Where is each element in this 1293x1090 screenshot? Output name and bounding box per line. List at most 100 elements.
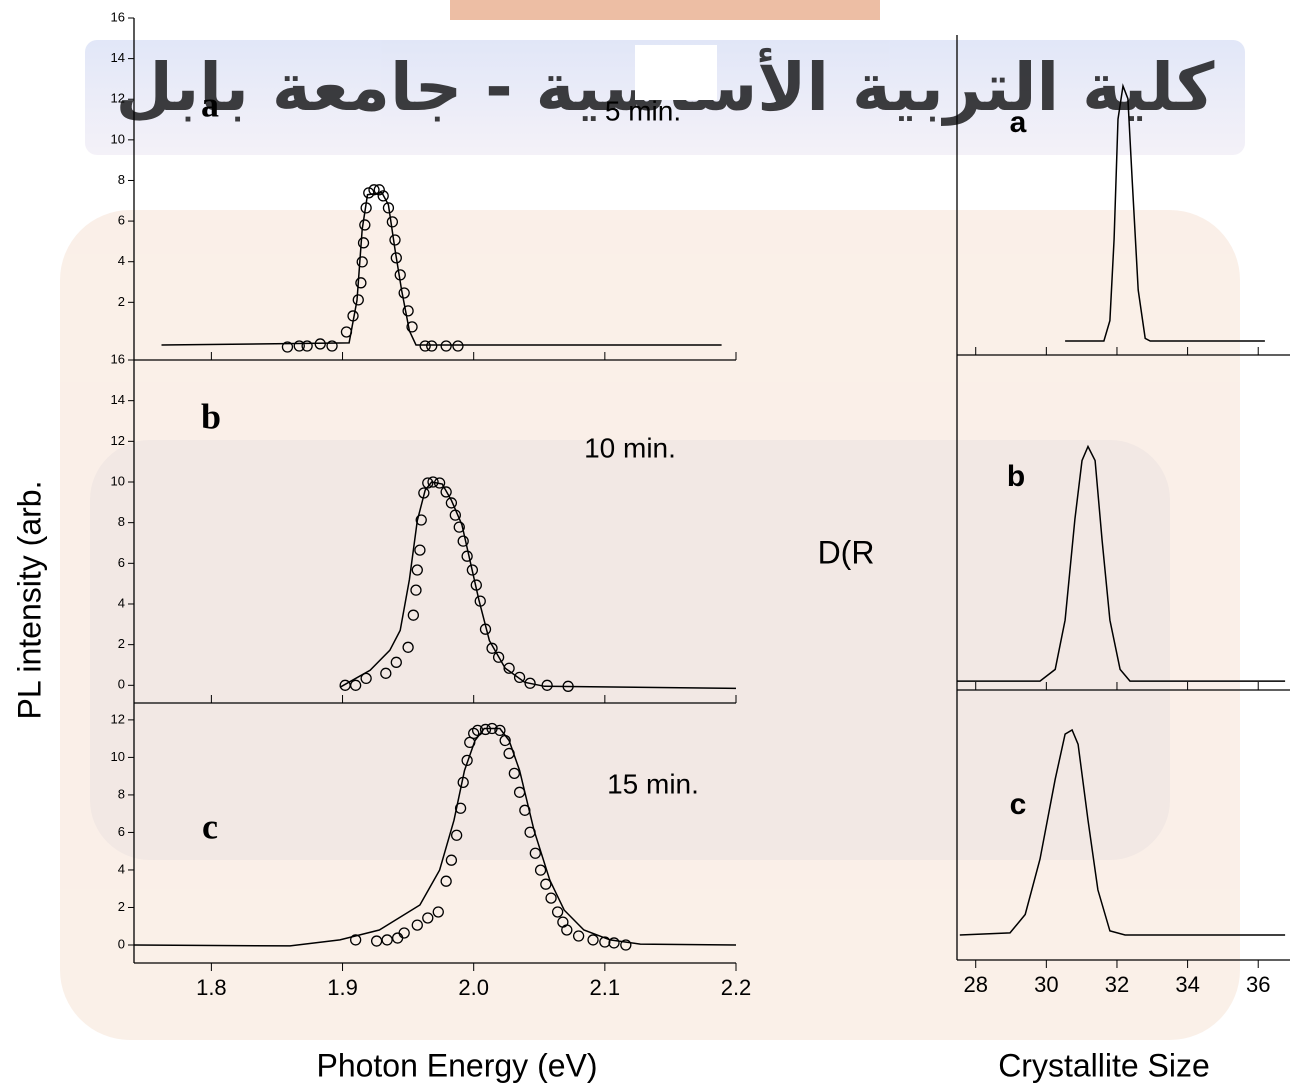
y-tick-label: 6 bbox=[118, 213, 125, 228]
x-tick-label: 1.9 bbox=[327, 975, 358, 1000]
data-point bbox=[492, 651, 505, 663]
data-point bbox=[398, 927, 410, 939]
data-point bbox=[457, 776, 469, 789]
data-point bbox=[599, 936, 611, 948]
data-point bbox=[445, 854, 458, 866]
x-axis-label: Photon Energy (eV) bbox=[316, 1047, 597, 1083]
y-tick-label: 12 bbox=[111, 91, 125, 106]
fit-line bbox=[1065, 83, 1265, 342]
data-point bbox=[380, 667, 392, 679]
data-point bbox=[508, 767, 520, 779]
data-point bbox=[562, 680, 574, 692]
data-point bbox=[326, 340, 338, 352]
y-tick-label: 8 bbox=[118, 172, 125, 187]
data-point bbox=[377, 190, 389, 202]
data-point bbox=[440, 486, 452, 498]
data-point bbox=[422, 912, 434, 924]
data-point bbox=[293, 340, 305, 352]
annotation: 10 min. bbox=[584, 432, 676, 463]
panel-label: b bbox=[201, 396, 221, 436]
x-tick-label: 36 bbox=[1246, 972, 1270, 997]
data-point bbox=[422, 477, 434, 489]
x-tick-label: 32 bbox=[1105, 972, 1129, 997]
data-point bbox=[529, 847, 541, 859]
fit-line bbox=[161, 191, 722, 346]
data-point bbox=[314, 338, 326, 350]
data-point bbox=[356, 256, 368, 268]
data-point bbox=[410, 584, 422, 596]
fit-line bbox=[339, 481, 737, 690]
data-point bbox=[540, 878, 552, 890]
data-point bbox=[479, 623, 492, 635]
data-point bbox=[461, 754, 473, 767]
y-tick-label: 2 bbox=[118, 294, 125, 309]
data-point bbox=[352, 294, 364, 306]
data-point bbox=[355, 277, 367, 289]
data-point bbox=[545, 892, 557, 904]
fit-line bbox=[957, 444, 1286, 682]
data-point bbox=[440, 340, 452, 352]
x-tick-label: 2.1 bbox=[590, 975, 621, 1000]
y-axis-label: PL intensity (arb. bbox=[11, 481, 47, 720]
y-tick-label: 4 bbox=[118, 861, 125, 876]
x-axis-label: Crystallite Size bbox=[998, 1047, 1210, 1083]
data-point bbox=[503, 747, 515, 760]
panel-label: c bbox=[202, 806, 218, 846]
y-tick-label: 14 bbox=[111, 50, 125, 65]
data-point bbox=[513, 786, 526, 798]
background bbox=[60, 0, 1245, 1040]
data-point bbox=[572, 930, 585, 942]
y-tick-label: 16 bbox=[111, 9, 125, 24]
data-point bbox=[381, 934, 393, 946]
data-point bbox=[398, 287, 410, 299]
data-point bbox=[587, 934, 599, 946]
annotation: 15 min. bbox=[607, 768, 699, 799]
data-point bbox=[359, 219, 371, 231]
x-tick-label: 28 bbox=[963, 972, 987, 997]
x-tick-label: 34 bbox=[1175, 972, 1199, 997]
data-point bbox=[457, 535, 469, 547]
data-point bbox=[479, 723, 492, 736]
data-point bbox=[534, 864, 547, 876]
y-tick-label: 4 bbox=[118, 253, 125, 268]
y-tick-label: 14 bbox=[111, 392, 125, 407]
data-point bbox=[411, 919, 423, 931]
data-point bbox=[474, 595, 486, 607]
y-tick-label: 6 bbox=[118, 824, 125, 839]
fit-line bbox=[133, 727, 737, 947]
x-tick-label: 1.8 bbox=[196, 975, 227, 1000]
data-point bbox=[390, 656, 402, 668]
data-point bbox=[453, 521, 465, 533]
data-point bbox=[519, 804, 531, 816]
data-point bbox=[620, 939, 632, 951]
data-point bbox=[415, 514, 427, 526]
data-point bbox=[402, 305, 414, 317]
data-point bbox=[390, 252, 402, 264]
y-tick-label: 16 bbox=[111, 351, 125, 366]
data-point bbox=[499, 734, 511, 747]
data-point bbox=[461, 550, 473, 562]
y-tick-label: 0 bbox=[118, 677, 125, 692]
data-point bbox=[524, 677, 536, 689]
data-point bbox=[382, 202, 395, 214]
panel-label: a bbox=[201, 84, 219, 124]
y-tick-label: 6 bbox=[118, 555, 125, 570]
data-point bbox=[503, 662, 515, 674]
watermark-shape bbox=[90, 440, 1170, 860]
data-point bbox=[486, 722, 498, 735]
x-tick-label: 30 bbox=[1034, 972, 1058, 997]
data-point bbox=[426, 340, 438, 352]
data-point bbox=[414, 544, 426, 556]
y-axis-label: D(R bbox=[818, 534, 875, 570]
data-point bbox=[541, 679, 553, 691]
y-tick-label: 8 bbox=[118, 786, 125, 801]
data-point bbox=[340, 326, 353, 338]
data-point bbox=[561, 924, 573, 936]
data-point bbox=[494, 724, 506, 737]
data-point bbox=[432, 906, 444, 918]
y-tick-label: 12 bbox=[111, 711, 125, 726]
y-tick-label: 0 bbox=[118, 936, 125, 951]
data-point bbox=[373, 184, 385, 196]
watermark-banner bbox=[450, 0, 880, 20]
